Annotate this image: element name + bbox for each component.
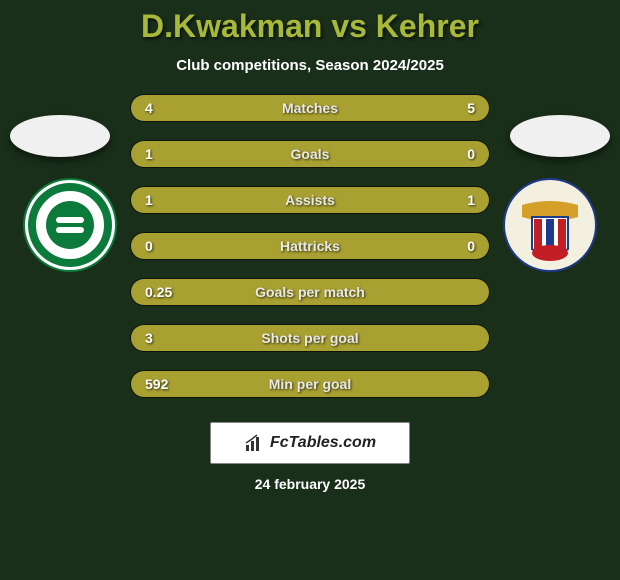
stat-value-left: 4 <box>145 100 153 116</box>
stat-value-right: 0 <box>467 146 475 162</box>
subtitle: Club competitions, Season 2024/2025 <box>176 57 444 74</box>
stat-row: 3 Shots per goal <box>130 324 490 352</box>
stat-row: 1 Assists 1 <box>130 186 490 214</box>
stat-label: Hattricks <box>280 238 340 254</box>
stat-label: Min per goal <box>269 376 351 392</box>
club-badge-left <box>20 175 120 275</box>
stat-row: 0.25 Goals per match <box>130 278 490 306</box>
stat-value-left: 592 <box>145 376 168 392</box>
footer-logo[interactable]: FcTables.com <box>210 422 410 464</box>
date-label: 24 february 2025 <box>255 476 366 492</box>
stat-value-right: 5 <box>467 100 475 116</box>
stat-value-left: 0.25 <box>145 284 172 300</box>
avatar-left <box>10 115 110 157</box>
avatar-right <box>510 115 610 157</box>
chart-icon <box>244 433 264 453</box>
bar-left <box>131 187 310 213</box>
stat-value-left: 1 <box>145 192 153 208</box>
club-badge-right <box>500 175 600 275</box>
stat-label: Shots per goal <box>261 330 358 346</box>
stat-label: Goals per match <box>255 284 365 300</box>
stat-label: Matches <box>282 100 338 116</box>
bar-left <box>131 95 289 121</box>
bar-right <box>310 187 489 213</box>
stat-value-left: 0 <box>145 238 153 254</box>
footer-label: FcTables.com <box>270 434 376 452</box>
stat-label: Goals <box>291 146 330 162</box>
stat-row: 4 Matches 5 <box>130 94 490 122</box>
stat-label: Assists <box>285 192 335 208</box>
stats-area: 4 Matches 5 1 Goals 0 1 Assists 1 0 Hattricks 0 0.25… <box>130 94 490 398</box>
stat-row: 0 Hattricks 0 <box>130 232 490 260</box>
page-title: D.Kwakman vs Kehrer <box>141 8 479 45</box>
stat-value-right: 0 <box>467 238 475 254</box>
stat-value-right: 1 <box>467 192 475 208</box>
bar-right <box>417 141 489 167</box>
stat-value-left: 1 <box>145 146 153 162</box>
stat-row: 1 Goals 0 <box>130 140 490 168</box>
bar-left <box>131 141 417 167</box>
stat-value-left: 3 <box>145 330 153 346</box>
stat-row: 592 Min per goal <box>130 370 490 398</box>
